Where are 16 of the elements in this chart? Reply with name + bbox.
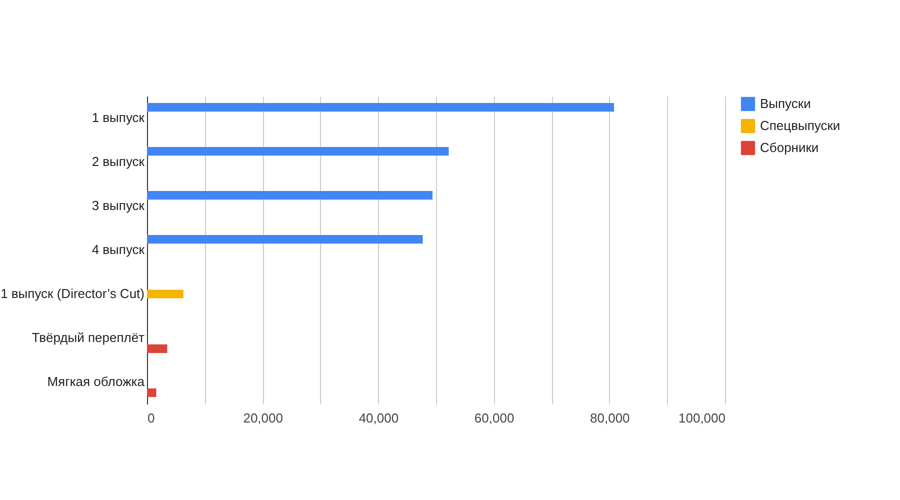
- legend-label: Выпуски: [760, 96, 811, 111]
- y-tick-label: 2 выпуск: [92, 154, 145, 169]
- y-tick-label: Мягкая обложка: [47, 374, 146, 389]
- x-tick-label: 40,000: [358, 410, 399, 426]
- x-tick-label: 0: [148, 410, 155, 426]
- x-tick-label: 80,000: [590, 410, 630, 426]
- y-tick-label: 3 выпуск: [92, 198, 145, 213]
- legend-label: Спецвыпуски: [760, 118, 840, 133]
- y-tick-label: Твёрдый переплёт: [32, 330, 145, 345]
- x-tick-label: 100,000: [678, 410, 726, 426]
- x-tick-label: 20,000: [243, 410, 283, 426]
- y-tick-label: 1 выпуск: [92, 110, 145, 125]
- y-tick-label: 1 выпуск (Director’s Cut): [0, 286, 144, 301]
- x-tick-label: 60,000: [474, 410, 514, 426]
- legend-label: Сборники: [760, 140, 819, 155]
- y-tick-label: 4 выпуск: [92, 242, 145, 257]
